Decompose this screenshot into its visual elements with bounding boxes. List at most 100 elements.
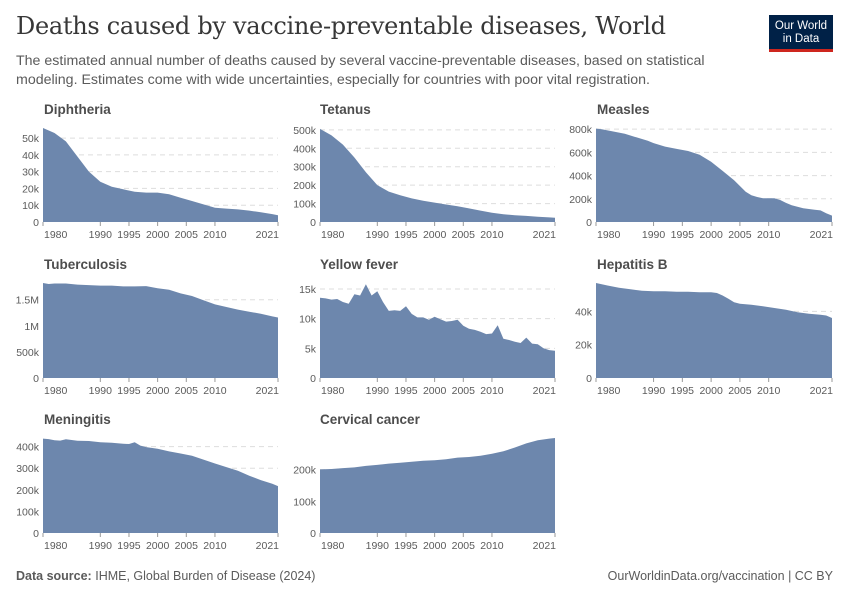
panel-tuberculosis: Tuberculosis 0 500k 1M 1.5M 1980 1990 1995 2000 2…	[16, 257, 280, 397]
x-tick-label: 1995	[671, 385, 695, 397]
panel-title: Yellow fever	[320, 257, 399, 272]
data-source-text[interactable]: IHME, Global Burden of Disease (2024)	[95, 569, 316, 583]
y-tick-label: 100k	[293, 199, 317, 211]
x-tick-label: 1980	[44, 540, 68, 552]
x-tick-label: 1990	[89, 540, 113, 552]
panel-tetanus: Tetanus 0 100k 200k 300k 400k 500k 1980 1990 1995…	[293, 102, 556, 241]
x-tick-label: 1990	[366, 385, 390, 397]
y-tick-label: 1.5M	[16, 295, 39, 307]
x-tick-label: 1990	[89, 385, 113, 397]
x-tick-label: 1980	[321, 540, 345, 552]
y-tick-label: 0	[33, 217, 39, 229]
x-tick-label: 2010	[757, 385, 781, 397]
panel-title: Tetanus	[320, 102, 371, 117]
x-tick-label: 2010	[480, 385, 504, 397]
panel-cervical-cancer: Cervical cancer 0 100k 200k 1980 1990 1995 2000…	[293, 412, 556, 552]
area-series[interactable]	[596, 283, 832, 378]
x-tick-label: 2010	[203, 540, 227, 552]
y-tick-label: 0	[586, 217, 592, 229]
panel-hepatitis-b: Hepatitis B 0 20k 40k 1980 1990 1995 2000 2005 20…	[575, 257, 833, 397]
x-tick-label: 2000	[423, 229, 447, 241]
y-tick-label: 500k	[293, 125, 317, 137]
x-tick-label: 2000	[146, 229, 170, 241]
y-tick-label: 0	[33, 373, 39, 385]
panel-title: Meningitis	[44, 412, 111, 427]
y-tick-label: 10k	[22, 200, 40, 212]
x-tick-label: 1990	[366, 229, 390, 241]
y-tick-label: 100k	[16, 506, 40, 518]
y-tick-label: 300k	[293, 162, 317, 174]
y-tick-label: 0	[33, 528, 39, 540]
x-tick-label: 2000	[699, 229, 723, 241]
x-tick-label: 2010	[757, 229, 781, 241]
y-tick-label: 20k	[22, 183, 40, 195]
x-tick-label: 2010	[203, 385, 227, 397]
y-tick-label: 0	[586, 373, 592, 385]
x-tick-label: 2010	[480, 229, 504, 241]
footer-url[interactable]: OurWorldinData.org/vaccination | CC BY	[607, 569, 833, 583]
x-tick-label: 2005	[452, 229, 476, 241]
x-tick-label: 1990	[642, 385, 666, 397]
y-tick-label: 10k	[299, 314, 317, 326]
x-tick-label: 2005	[175, 229, 199, 241]
area-series[interactable]	[596, 128, 832, 222]
x-tick-label: 2005	[452, 540, 476, 552]
area-series[interactable]	[43, 283, 278, 378]
chart-subtitle: The estimated annual number of deaths ca…	[16, 53, 705, 88]
x-tick-label: 1980	[597, 229, 621, 241]
x-tick-label: 2000	[146, 540, 170, 552]
logo-line-2: in Data	[782, 33, 820, 45]
x-tick-label: 1980	[44, 385, 68, 397]
x-tick-label: 2021	[256, 385, 280, 397]
logo-line-1: Our World	[774, 20, 828, 32]
panel-title: Cervical cancer	[320, 412, 421, 427]
x-tick-label: 1995	[394, 385, 418, 397]
y-tick-label: 200k	[569, 194, 593, 206]
y-tick-label: 50k	[22, 133, 40, 145]
x-tick-label: 1990	[366, 540, 390, 552]
y-tick-label: 200k	[293, 180, 317, 192]
x-tick-label: 1980	[321, 385, 345, 397]
owid-logo[interactable]: Our World in Data	[769, 15, 833, 52]
panel-title: Measles	[597, 102, 650, 117]
panel-yellow-fever: Yellow fever 0 5k 10k 15k 1980 1990 1995 2000 200…	[299, 257, 556, 397]
y-tick-label: 40k	[575, 306, 593, 318]
area-series[interactable]	[43, 128, 278, 222]
y-tick-label: 300k	[16, 463, 40, 475]
data-source: Data source: IHME, Global Burden of Dise…	[16, 569, 315, 583]
x-tick-label: 1995	[117, 229, 141, 241]
x-tick-label: 2000	[423, 385, 447, 397]
y-tick-label: 800k	[569, 124, 593, 136]
y-tick-label: 20k	[575, 340, 593, 352]
y-tick-label: 600k	[569, 147, 593, 159]
panel-measles: Measles 0 200k 400k 600k 800k 1980 1990 1995 2000…	[569, 102, 833, 241]
x-tick-label: 2005	[728, 229, 752, 241]
x-tick-label: 2021	[810, 385, 834, 397]
y-tick-label: 40k	[22, 150, 40, 162]
y-tick-label: 1M	[24, 321, 39, 333]
panel-title: Diphtheria	[44, 102, 111, 117]
x-tick-label: 1995	[117, 385, 141, 397]
x-tick-label: 2021	[256, 229, 280, 241]
area-series[interactable]	[320, 284, 555, 378]
area-series[interactable]	[320, 128, 555, 222]
x-tick-label: 2000	[423, 540, 447, 552]
panel-title: Hepatitis B	[597, 257, 668, 272]
panel-meningitis: Meningitis 0 100k 200k 300k 400k 1980 1990 1995 2…	[16, 412, 279, 552]
area-series[interactable]	[43, 438, 278, 533]
y-tick-label: 5k	[305, 343, 317, 355]
x-tick-label: 2021	[533, 540, 557, 552]
x-tick-label: 1990	[89, 229, 113, 241]
x-tick-label: 2000	[146, 385, 170, 397]
x-tick-label: 2005	[175, 540, 199, 552]
area-series[interactable]	[320, 438, 555, 533]
x-tick-label: 2021	[533, 229, 557, 241]
y-tick-label: 400k	[16, 442, 40, 454]
y-tick-label: 400k	[293, 143, 317, 155]
x-tick-label: 1995	[394, 229, 418, 241]
data-source-label: Data source:	[16, 569, 92, 583]
y-tick-label: 30k	[22, 167, 40, 179]
x-tick-label: 2005	[728, 385, 752, 397]
y-tick-label: 500k	[16, 347, 40, 359]
x-tick-label: 2010	[480, 540, 504, 552]
